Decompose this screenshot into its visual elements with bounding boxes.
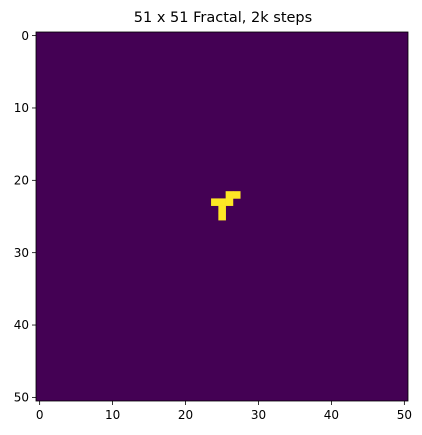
y-tick-label: 0 [21,29,29,43]
heatmap-cell [232,191,241,199]
heatmap-plot-area [36,32,408,401]
y-tick-label: 10 [14,101,29,115]
heatmap-cell [218,205,226,214]
heatmap-cell [225,198,234,206]
x-tick-label: 40 [324,408,339,422]
heatmap-cell [218,198,226,206]
y-axis: 0 10 20 30 40 50 [14,29,36,405]
y-tick-label: 30 [14,246,29,260]
x-axis: 0 10 20 30 40 50 [36,401,412,422]
y-tick-label: 20 [14,174,29,188]
plot-frame [35,31,409,402]
heatmap-cell [218,212,226,221]
x-tick-label: 0 [36,408,44,422]
x-tick-label: 20 [178,408,193,422]
x-tick-label: 50 [397,408,412,422]
x-tick-label: 30 [251,408,266,422]
chart-title: 51 x 51 Fractal, 2k steps [134,10,312,26]
y-tick-label: 50 [14,391,29,405]
heatmap-cell [211,198,219,206]
x-tick-label: 10 [105,408,120,422]
heatmap-cell [225,191,234,199]
y-tick-label: 40 [14,318,29,332]
